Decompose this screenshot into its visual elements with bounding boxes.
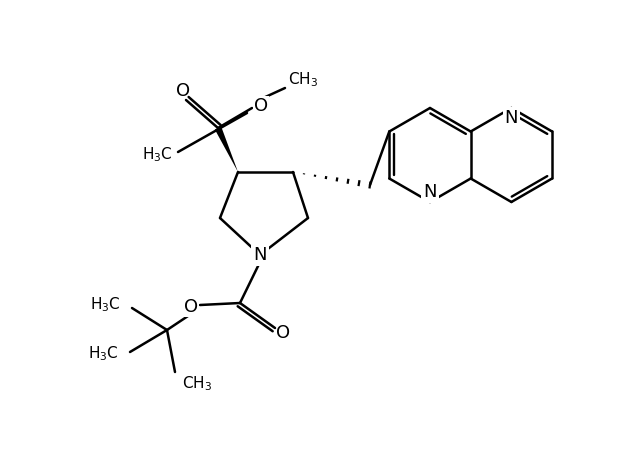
Text: N: N bbox=[253, 246, 267, 264]
Text: N: N bbox=[423, 183, 436, 201]
Text: CH$_3$: CH$_3$ bbox=[288, 71, 318, 90]
Text: H$_3$C: H$_3$C bbox=[141, 146, 172, 164]
Text: O: O bbox=[184, 298, 198, 316]
Text: O: O bbox=[276, 324, 290, 342]
Text: O: O bbox=[254, 97, 268, 115]
Text: H$_3$C: H$_3$C bbox=[88, 345, 118, 363]
Polygon shape bbox=[215, 127, 238, 172]
Text: CH$_3$: CH$_3$ bbox=[182, 375, 212, 393]
Text: H$_3$C: H$_3$C bbox=[90, 295, 120, 314]
Text: O: O bbox=[176, 82, 190, 100]
Text: N: N bbox=[505, 109, 518, 127]
